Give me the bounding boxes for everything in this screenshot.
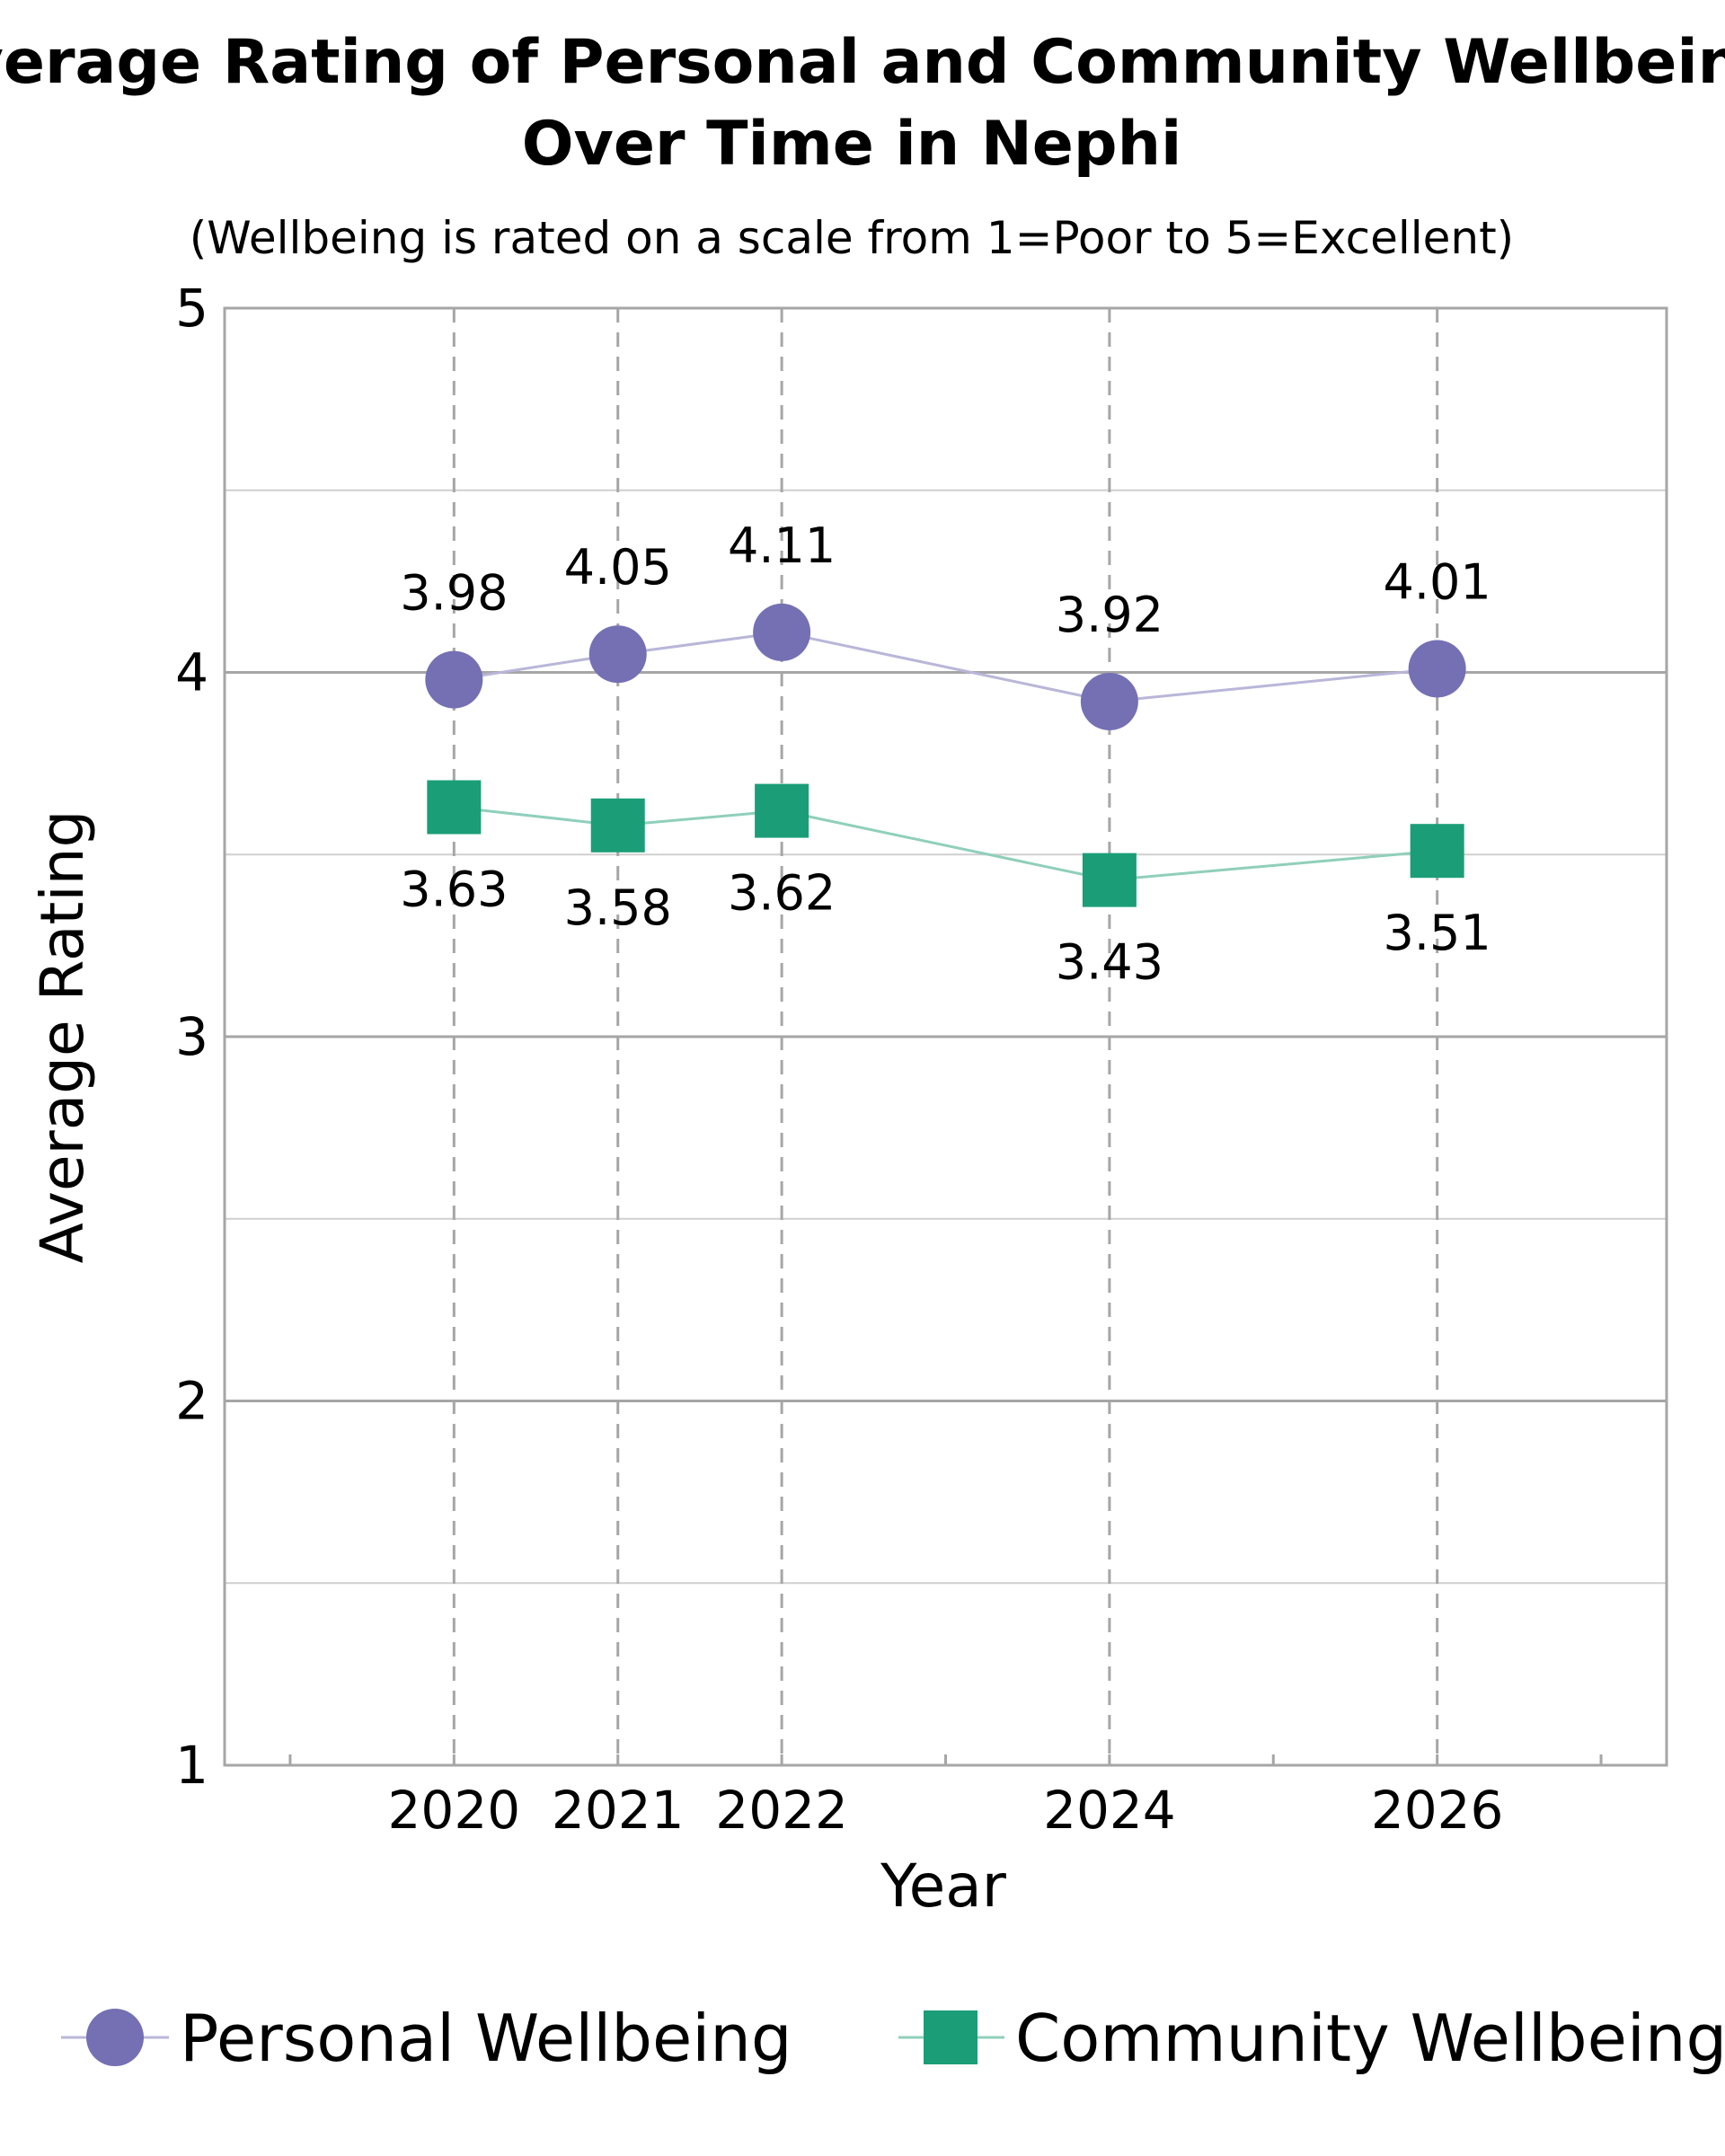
y-tick-label: 5 [175,278,208,339]
series-community-wellbeing: 3.63 3.58 3.62 3.43 3.51 [400,780,1491,991]
data-point [755,783,809,838]
y-axis-ticks: 1 2 3 4 5 [175,278,208,1796]
y-tick-label: 1 [175,1735,208,1796]
data-point [1080,672,1138,730]
legend-label: Community Wellbeing [1015,2001,1725,2076]
chart-title-line1: Average Rating of Personal and Community… [0,27,1725,98]
data-point [425,650,483,709]
y-tick-label: 4 [175,642,208,703]
legend-item: Community Wellbeing [898,2001,1725,2076]
data-label: 3.58 [564,879,672,936]
legend-label: Personal Wellbeing [180,2001,792,2076]
x-gridlines [452,308,1439,1765]
legend-marker-circle [86,2009,144,2066]
series-layer: 3.98 4.05 4.11 3.92 4.01 3.63 3.58 3.62 3.43 3.51 [400,517,1491,991]
data-label: 3.62 [728,865,836,922]
x-tick-label: 2020 [388,1780,521,1841]
data-point [753,603,811,661]
data-point [1408,640,1466,698]
legend-marker-square [924,2010,978,2064]
chart-subtitle: (Wellbeing is rated on a scale from 1=Po… [190,212,1514,264]
data-point [588,625,647,684]
y-tick-label: 3 [175,1006,208,1067]
data-point [1082,853,1137,907]
x-tick-label: 2022 [715,1780,848,1841]
series-personal-wellbeing: 3.98 4.05 4.11 3.92 4.01 [400,517,1491,730]
data-label: 3.43 [1056,934,1163,991]
grid [225,306,1667,1767]
data-label: 3.51 [1384,905,1491,961]
data-point [590,798,645,853]
data-label: 3.98 [400,565,508,622]
data-label: 4.11 [728,517,836,574]
legend-item: Personal Wellbeing [61,2001,792,2076]
chart-title-line2: Over Time in Nephi [522,109,1182,180]
data-point [427,780,482,835]
data-point [1410,824,1464,879]
data-label: 3.92 [1056,587,1163,643]
data-label: 4.01 [1384,553,1491,610]
data-label: 3.63 [400,862,508,918]
y-axis-label: Average Rating [28,810,97,1264]
x-tick-label: 2021 [552,1780,685,1841]
legend: Personal Wellbeing Community Wellbeing [61,2001,1725,2076]
x-axis-ticks: 2020 2021 2022 2024 2026 [288,1754,1603,1841]
y-tick-label: 2 [175,1371,208,1432]
x-tick-label: 2024 [1043,1780,1176,1841]
data-label: 4.05 [564,539,672,596]
x-axis-label: Year [880,1851,1007,1921]
x-tick-label: 2026 [1371,1780,1504,1841]
